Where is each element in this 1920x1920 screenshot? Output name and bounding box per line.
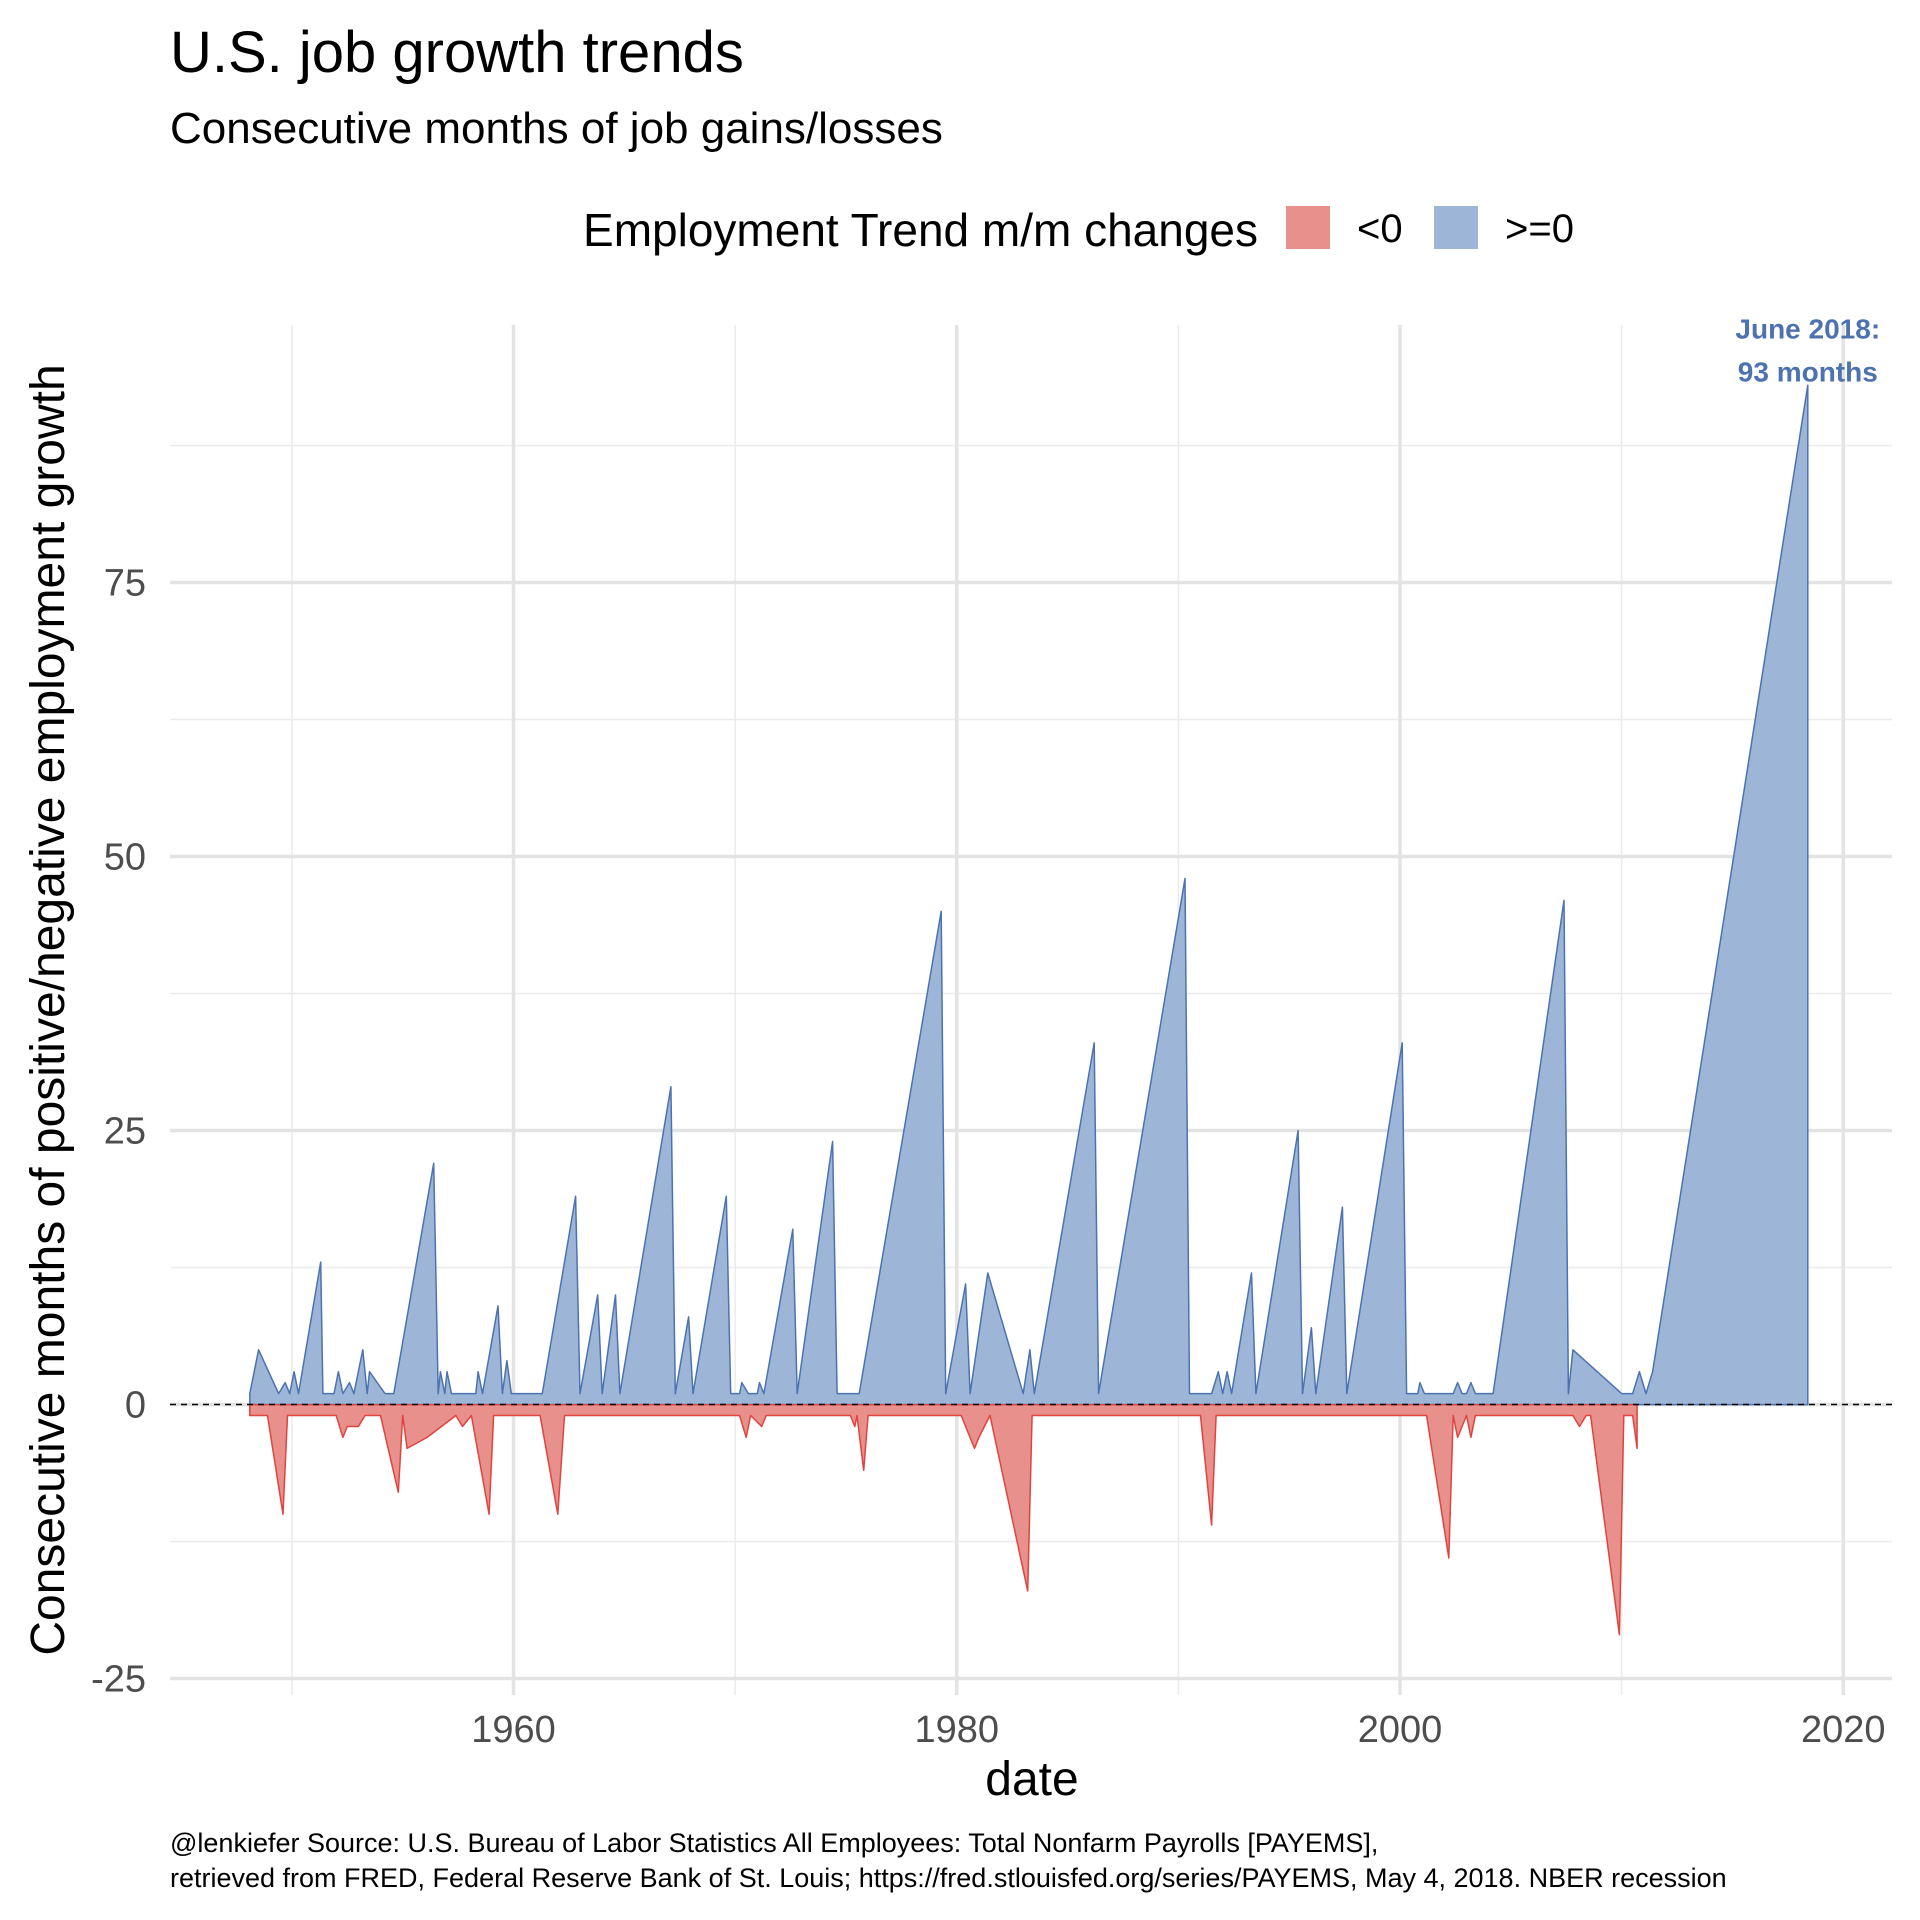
x-tick-label: 2000 — [1358, 1709, 1443, 1751]
positive-area-series — [249, 384, 1809, 1406]
chart-subtitle: Consecutive months of job gains/losses — [170, 104, 943, 153]
negative-area-series — [249, 1403, 1638, 1636]
grid-major — [170, 325, 1892, 1695]
annotation-line-1: June 2018: — [1735, 313, 1880, 344]
chart-title: U.S. job growth trends — [170, 20, 744, 85]
grid-minor — [170, 325, 1892, 1695]
y-tick-label: 0 — [125, 1385, 146, 1427]
legend-label-negative: <0 — [1357, 207, 1403, 251]
x-axis-ticks: 1960 1980 2000 2020 — [471, 1709, 1885, 1751]
x-tick-label: 1960 — [471, 1709, 556, 1751]
y-axis-title: Consecutive months of positive/negative … — [22, 364, 75, 1655]
y-tick-label: 50 — [104, 837, 146, 879]
caption-line-2: retrieved from FRED, Federal Reserve Ban… — [170, 1863, 1727, 1893]
legend-title: Employment Trend m/m changes — [583, 204, 1258, 256]
x-tick-label: 1980 — [914, 1709, 999, 1751]
legend-label-positive: >=0 — [1505, 207, 1574, 251]
legend: Employment Trend m/m changes <0 >=0 — [583, 204, 1574, 256]
legend-swatch-positive — [1434, 206, 1478, 249]
x-axis-title: date — [985, 1753, 1078, 1806]
caption-line-1: @lenkiefer Source: U.S. Bureau of Labor … — [170, 1828, 1378, 1858]
legend-swatch-negative — [1286, 206, 1330, 249]
plot-areas — [249, 384, 1809, 1636]
y-tick-label: 25 — [104, 1111, 146, 1153]
y-axis-ticks: -25 0 25 50 75 — [91, 563, 146, 1701]
x-tick-label: 2020 — [1801, 1709, 1886, 1751]
y-tick-label: -25 — [91, 1659, 146, 1701]
annotation-line-2: 93 months — [1738, 356, 1878, 387]
y-tick-label: 75 — [104, 563, 146, 605]
